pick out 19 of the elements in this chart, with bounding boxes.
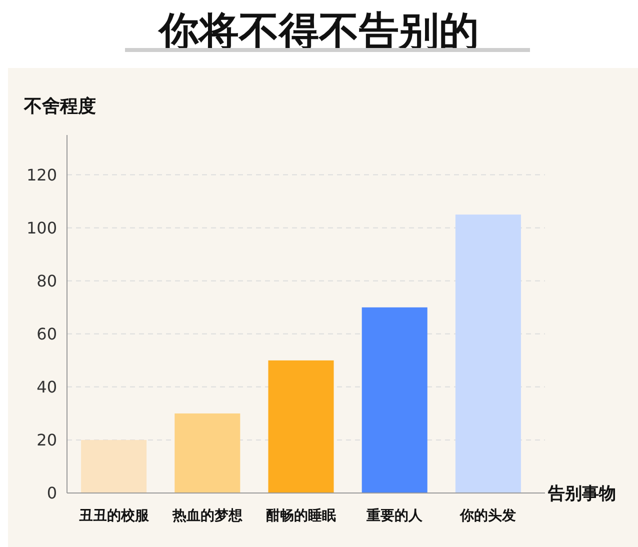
bar [268,360,334,493]
bar [362,307,428,493]
y-tick-label: 80 [36,271,57,290]
y-axis-title: 不舍程度 [23,96,96,117]
x-tick-label: 酣畅的睡眠 [266,508,336,524]
y-tick-label: 0 [46,484,57,503]
y-tick-label: 20 [36,430,57,450]
x-tick-label: 你的头发 [459,508,516,524]
bar [174,413,240,493]
y-tick-label: 100 [26,218,57,238]
x-tick-label: 热血的梦想 [171,508,244,524]
bar [81,440,147,493]
x-tick-label: 重要的人 [366,508,424,524]
y-tick-label: 60 [36,324,57,344]
x-axis-title: 告别事物 [547,484,616,504]
y-tick-label: 40 [36,378,57,397]
bar [455,214,521,493]
y-tick-label: 120 [26,165,57,184]
x-tick-label: 丑丑的校服 [78,508,150,524]
